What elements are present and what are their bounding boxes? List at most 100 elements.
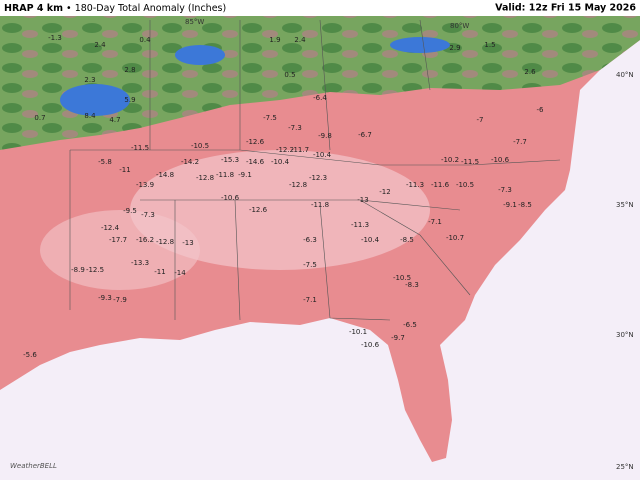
anomaly-value: -10.4 xyxy=(361,236,380,244)
north-band xyxy=(0,16,640,150)
valid-time: Valid: 12z Fri 15 May 2026 xyxy=(495,3,636,14)
anomaly-value: -11.8 xyxy=(216,171,234,179)
state-borders xyxy=(69,19,561,321)
longitude-label: 85°W xyxy=(185,18,204,26)
anomaly-value: -12.8 xyxy=(196,174,214,182)
anomaly-value: -14 xyxy=(174,269,186,277)
latitude-label: 40°N xyxy=(616,71,634,79)
anomaly-value: -7.5 xyxy=(263,114,277,122)
anomaly-value: -12 xyxy=(379,188,390,196)
anomaly-value: -11.6 xyxy=(431,181,450,189)
anomaly-value: -17.7 xyxy=(109,236,127,244)
anomaly-value: -9.3 xyxy=(98,294,112,302)
latitude-label: 35°N xyxy=(616,201,634,209)
anomaly-value: -11.3 xyxy=(406,181,424,189)
anomaly-value: -10.6 xyxy=(221,194,240,202)
anomaly-value: -11 xyxy=(119,166,130,174)
anomaly-value: -7.9 xyxy=(113,296,127,304)
anomaly-value: -12.4 xyxy=(101,224,120,232)
anomaly-value: -16.2 xyxy=(136,236,154,244)
anomaly-value: -9.7 xyxy=(391,334,405,342)
anomaly-value: -5.6 xyxy=(23,351,37,359)
anomaly-value: -7.1 xyxy=(428,218,442,226)
anomaly-value: -12.6 xyxy=(246,138,265,146)
anomaly-value: -7.3 xyxy=(288,124,302,132)
anomaly-value: -10.4 xyxy=(313,151,332,159)
anomaly-value: -7.3 xyxy=(498,186,512,194)
anomaly-value: -10.6 xyxy=(361,341,380,349)
anomaly-value: -12.8 xyxy=(289,181,307,189)
anomaly-value: 2.4 xyxy=(94,41,106,49)
anomaly-value: -10.6 xyxy=(491,156,510,164)
anomaly-value: -12.3 xyxy=(309,174,327,182)
anomaly-value: -11.5 xyxy=(131,144,149,152)
anomaly-value: -13 xyxy=(357,196,368,204)
anomaly-value: 0.4 xyxy=(139,36,151,44)
anomaly-value: 8.4 xyxy=(84,112,96,120)
anomaly-value: -12.5 xyxy=(86,266,104,274)
anomaly-value: -11.3 xyxy=(351,221,369,229)
anomaly-value: -6.5 xyxy=(403,321,417,329)
anomaly-value: -10.2 xyxy=(441,156,459,164)
latitude-label: 25°N xyxy=(616,463,634,471)
anomaly-value: -8.5 xyxy=(518,201,532,209)
anomaly-value: -13.3 xyxy=(131,259,149,267)
anomaly-value: -8.9 xyxy=(71,266,85,274)
anomaly-value: 2.8 xyxy=(124,66,135,74)
header-bar xyxy=(0,0,640,16)
anomaly-value: -8.3 xyxy=(405,281,419,289)
separator: • xyxy=(63,3,75,14)
dry-area xyxy=(40,210,200,290)
anomaly-value: -13.9 xyxy=(136,181,154,189)
longitude-label: 80°W xyxy=(450,22,469,30)
anomaly-value: -10.1 xyxy=(349,328,367,336)
wet-patch xyxy=(60,84,130,116)
anomaly-value: -7 xyxy=(477,116,484,124)
anomaly-value: -14.2 xyxy=(181,158,199,166)
anomaly-value: -8.5 xyxy=(400,236,414,244)
anomaly-value: -13 xyxy=(182,239,193,247)
latitude-label: 30°N xyxy=(616,331,634,339)
anomaly-value: -5.8 xyxy=(98,158,112,166)
wet-patch xyxy=(175,45,225,65)
anomaly-value: -6.4 xyxy=(313,94,327,102)
anomaly-value: -11.5 xyxy=(461,158,479,166)
logo: WeatherBELL xyxy=(10,462,57,470)
anomaly-value: -10.4 xyxy=(271,158,290,166)
anomaly-value: -11.8 xyxy=(311,201,329,209)
anomaly-value: -12.6 xyxy=(249,206,268,214)
anomaly-value: -7.3 xyxy=(141,211,155,219)
anomaly-value: -14.6 xyxy=(246,158,265,166)
wet-patch xyxy=(390,37,450,53)
dry-area xyxy=(130,150,430,270)
anomaly-value: -6.7 xyxy=(358,131,372,139)
anomaly-value: -12.8 xyxy=(156,238,174,246)
anomaly-value: 0.5 xyxy=(284,71,295,79)
anomaly-value: -10.5 xyxy=(393,274,411,282)
anomaly-value: -9.5 xyxy=(123,207,137,215)
anomaly-value: -7.7 xyxy=(513,138,527,146)
anomaly-value: 1.9 xyxy=(269,36,280,44)
anomaly-value: -10.7 xyxy=(446,234,464,242)
anomaly-value: -15.3 xyxy=(221,156,239,164)
anomaly-value: 2.3 xyxy=(84,76,95,84)
anomaly-value: -12.2 xyxy=(276,146,294,154)
anomaly-value: -10.5 xyxy=(456,181,474,189)
anomaly-value: 2.9 xyxy=(449,44,460,52)
title-name: HRAP 4 km xyxy=(4,3,63,14)
subtitle: 180-Day Total Anomaly (Inches) xyxy=(75,3,227,14)
anomaly-value: -10.5 xyxy=(191,142,209,150)
anomaly-value: -7.1 xyxy=(303,296,317,304)
anomaly-value: -11 xyxy=(154,268,165,276)
anomaly-value: 5.9 xyxy=(124,96,135,104)
anomaly-value: 1.5 xyxy=(484,41,495,49)
anomaly-value: -14.8 xyxy=(156,171,174,179)
title: HRAP 4 km • 180-Day Total Anomaly (Inche… xyxy=(4,3,226,14)
anomaly-value: -9.1 xyxy=(238,171,252,179)
anomaly-value: -7.5 xyxy=(303,261,317,269)
anomaly-value: 4.7 xyxy=(109,116,120,124)
anomaly-value: -6.3 xyxy=(303,236,317,244)
anomaly-value: -6 xyxy=(537,106,545,114)
anomaly-value: -1.3 xyxy=(48,34,62,42)
